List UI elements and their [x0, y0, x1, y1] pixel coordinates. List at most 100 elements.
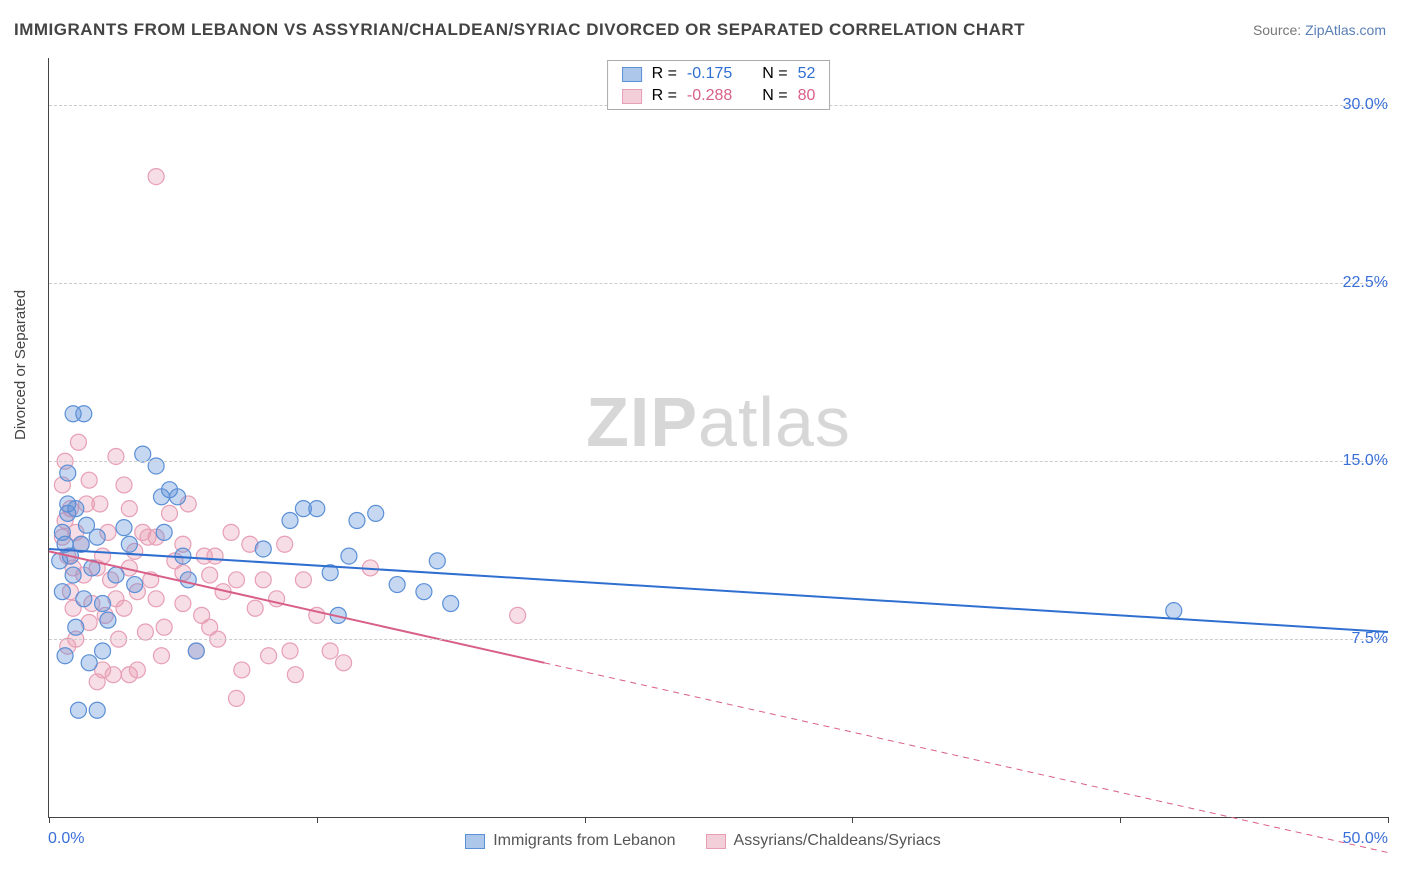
data-point [140, 529, 156, 545]
plot-svg [49, 58, 1388, 817]
data-point [295, 572, 311, 588]
data-point [429, 553, 445, 569]
data-point [349, 513, 365, 529]
legend-R-blue: -0.175 [687, 65, 732, 83]
data-point [105, 667, 121, 683]
y-tick-label: 15.0% [1343, 452, 1392, 470]
data-point [116, 520, 132, 536]
legend-row-pink: R = -0.288 N = 80 [608, 85, 830, 107]
trend-line [544, 663, 1388, 853]
legend-label-blue: Immigrants from Lebanon [493, 832, 675, 850]
data-point [127, 577, 143, 593]
data-point [89, 702, 105, 718]
data-point [60, 465, 76, 481]
legend-R-pink: -0.288 [687, 87, 732, 105]
data-point [1166, 603, 1182, 619]
data-point [261, 648, 277, 664]
legend-row-blue: R = -0.175 N = 52 [608, 63, 830, 85]
data-point [76, 406, 92, 422]
data-point [95, 596, 111, 612]
swatch-blue [622, 67, 642, 82]
data-point [255, 572, 271, 588]
legend-N-pink: 80 [798, 87, 816, 105]
data-point [92, 496, 108, 512]
data-point [443, 596, 459, 612]
source-label: Source: [1253, 22, 1305, 38]
data-point [228, 690, 244, 706]
data-point [162, 505, 178, 521]
data-point [255, 541, 271, 557]
data-point [228, 572, 244, 588]
swatch-pink [622, 89, 642, 104]
y-tick-label: 30.0% [1343, 96, 1392, 114]
data-point [368, 505, 384, 521]
legend-correlation: R = -0.175 N = 52 R = -0.288 N = 80 [607, 60, 831, 110]
data-point [510, 607, 526, 623]
source-credit: Source: ZipAtlas.com [1253, 22, 1386, 38]
data-point [121, 501, 137, 517]
data-point [100, 612, 116, 628]
data-point [309, 501, 325, 517]
data-point [121, 536, 137, 552]
data-point [95, 643, 111, 659]
data-point [287, 667, 303, 683]
y-tick-label: 22.5% [1343, 274, 1392, 292]
data-point [129, 662, 145, 678]
data-point [416, 584, 432, 600]
data-point [156, 619, 172, 635]
data-point [153, 648, 169, 664]
data-point [116, 477, 132, 493]
legend-R-label: R = [652, 87, 677, 105]
data-point [202, 567, 218, 583]
y-axis-label: Divorced or Separated [12, 290, 29, 440]
data-point [234, 662, 250, 678]
data-point [54, 584, 70, 600]
data-point [148, 591, 164, 607]
legend-item-pink: Assyrians/Chaldeans/Syriacs [706, 832, 941, 850]
data-point [156, 524, 172, 540]
source-link[interactable]: ZipAtlas.com [1305, 22, 1386, 38]
data-point [341, 548, 357, 564]
data-point [89, 529, 105, 545]
data-point [188, 643, 204, 659]
swatch-pink-bottom [706, 834, 726, 849]
data-point [76, 591, 92, 607]
y-tick-label: 7.5% [1352, 630, 1392, 648]
data-point [108, 567, 124, 583]
data-point [81, 472, 97, 488]
data-point [322, 643, 338, 659]
data-point [81, 655, 97, 671]
data-point [70, 702, 86, 718]
data-point [89, 674, 105, 690]
data-point [148, 169, 164, 185]
legend-N-blue: 52 [798, 65, 816, 83]
x-min-label: 0.0% [48, 830, 84, 848]
legend-label-pink: Assyrians/Chaldeans/Syriacs [734, 832, 941, 850]
data-point [277, 536, 293, 552]
plot-area: ZIPatlas R = -0.175 N = 52 R = -0.288 N … [48, 58, 1388, 818]
swatch-blue-bottom [465, 834, 485, 849]
data-point [70, 434, 86, 450]
data-point [336, 655, 352, 671]
data-point [389, 577, 405, 593]
data-point [175, 596, 191, 612]
data-point [180, 572, 196, 588]
legend-N-label: N = [762, 65, 787, 83]
data-point [223, 524, 239, 540]
chart-title: IMMIGRANTS FROM LEBANON VS ASSYRIAN/CHAL… [14, 20, 1025, 40]
data-point [282, 643, 298, 659]
data-point [65, 567, 81, 583]
data-point [135, 446, 151, 462]
data-point [137, 624, 153, 640]
legend-item-blue: Immigrants from Lebanon [465, 832, 675, 850]
legend-R-label: R = [652, 65, 677, 83]
legend-series: Immigrants from Lebanon Assyrians/Chalde… [0, 832, 1406, 850]
data-point [68, 619, 84, 635]
legend-N-label: N = [762, 87, 787, 105]
data-point [207, 548, 223, 564]
data-point [282, 513, 298, 529]
x-max-label: 50.0% [1343, 830, 1388, 848]
data-point [68, 501, 84, 517]
data-point [170, 489, 186, 505]
trend-line [49, 549, 1388, 632]
